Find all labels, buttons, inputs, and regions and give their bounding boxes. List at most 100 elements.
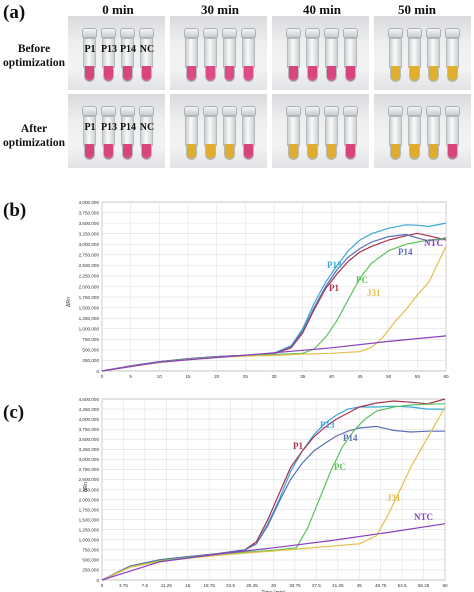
series-label-j31: J31 xyxy=(387,493,401,503)
tube-body xyxy=(83,38,96,68)
y-tick-label: 2,000,000 xyxy=(79,284,100,289)
tube-liquid xyxy=(224,66,235,82)
series-label-p1: P1 xyxy=(293,441,303,451)
x-tick-label: 52.5 xyxy=(398,583,407,588)
series-label-ntc: NTC xyxy=(414,512,433,522)
y-tick-label: 1,750,000 xyxy=(79,295,100,300)
y-axis-title: ΔRn xyxy=(66,297,72,307)
x-tick-label: 48.75 xyxy=(375,583,387,588)
tube-cap xyxy=(305,106,320,116)
series-label-p13: P13 xyxy=(327,260,342,270)
y-tick-label: 2,750,000 xyxy=(79,253,100,258)
tube-cap xyxy=(407,106,422,116)
series-label-pc: PC xyxy=(334,462,346,472)
tube-cap xyxy=(445,28,460,38)
tube-cap xyxy=(101,28,116,38)
y-tick-label: 3,000,000 xyxy=(79,242,100,247)
tube-cap xyxy=(222,106,237,116)
tube-liquid xyxy=(288,66,299,82)
y-tick-label: 0 xyxy=(96,369,99,374)
panel-a-letter: (a) xyxy=(3,2,26,23)
x-tick-label: 45 xyxy=(357,374,363,378)
tube-liquid xyxy=(326,144,337,160)
tube-label: P13 xyxy=(100,122,118,133)
tube-cap xyxy=(426,28,441,38)
y-tick-label: 3,250,000 xyxy=(79,231,100,236)
tube-cap xyxy=(305,28,320,38)
tube-cap xyxy=(407,28,422,38)
y-tick-label: 1,750,000 xyxy=(79,507,100,512)
tube-cap xyxy=(286,28,301,38)
row-label-after: After optimization xyxy=(3,123,65,149)
tube-body xyxy=(446,116,459,146)
tube-liquid xyxy=(141,144,152,160)
y-tick-label: 2,000,000 xyxy=(79,497,100,502)
tube-liquid xyxy=(307,144,318,160)
time-label-0: 0 min xyxy=(102,2,134,17)
x-tick-label: 50 xyxy=(386,374,392,378)
tube-body xyxy=(344,38,357,68)
tube-liquid xyxy=(141,66,152,82)
series-label-p1: P1 xyxy=(329,283,339,293)
photo-after-3 xyxy=(374,94,471,168)
tube-liquid xyxy=(447,66,458,82)
y-tick-label: 3,000,000 xyxy=(79,457,100,462)
x-tick-label: 55 xyxy=(415,374,421,378)
tube-liquid xyxy=(345,66,356,82)
tube-liquid xyxy=(409,66,420,82)
series-label-p14: P14 xyxy=(398,247,413,257)
tube-body xyxy=(140,116,153,146)
tube-liquid xyxy=(428,144,439,160)
tube-cap xyxy=(203,106,218,116)
tube-cap xyxy=(203,28,218,38)
tube-cap xyxy=(222,28,237,38)
series-line-ntc xyxy=(101,523,446,581)
tube-liquid xyxy=(390,66,401,82)
x-tick-label: 35 xyxy=(300,374,306,378)
tube-body xyxy=(389,38,402,68)
tube-body xyxy=(408,116,421,146)
x-tick-label: 10 xyxy=(157,374,163,378)
tube-liquid xyxy=(224,144,235,160)
tube-label: P1 xyxy=(84,122,96,133)
tube-liquid xyxy=(288,144,299,160)
x-tick-label: 45 xyxy=(357,583,363,588)
tube-body xyxy=(140,38,153,68)
x-tick-label: 15 xyxy=(185,583,191,588)
tube-cap xyxy=(139,106,154,116)
x-tick-label: 15 xyxy=(185,374,191,378)
tube-cap xyxy=(324,28,339,38)
tube-cap xyxy=(286,106,301,116)
x-tick-label: 0 xyxy=(101,583,104,588)
tube-cap xyxy=(82,106,97,116)
tube-body xyxy=(427,116,440,146)
tube-body xyxy=(287,38,300,68)
y-tick-label: 2,500,000 xyxy=(79,263,100,268)
y-tick-label: 500,000 xyxy=(82,348,99,353)
tube-cap xyxy=(82,28,97,38)
y-tick-label: 3,750,000 xyxy=(79,210,100,215)
photo-before-1 xyxy=(170,16,267,90)
x-tick-label: 25 xyxy=(243,374,249,378)
y-tick-label: 1,500,000 xyxy=(79,305,100,310)
series-label-p14: P14 xyxy=(343,433,358,443)
tube-body xyxy=(446,38,459,68)
time-label-50: 50 min xyxy=(398,2,436,17)
tube-label: P14 xyxy=(119,122,137,133)
photo-after-2 xyxy=(272,94,369,168)
tube-liquid xyxy=(428,66,439,82)
tube-cap xyxy=(184,106,199,116)
tube-liquid xyxy=(84,144,95,160)
x-tick-label: 30 xyxy=(271,583,277,588)
x-tick-label: 60 xyxy=(442,583,448,588)
x-tick-label: 30 xyxy=(271,374,277,378)
y-tick-label: 4,250,000 xyxy=(79,407,100,412)
y-axis-title: ΔRn xyxy=(83,482,89,492)
tube-liquid xyxy=(205,66,216,82)
tube-cap xyxy=(343,28,358,38)
photo-after-0: P1 P13 P14 NC xyxy=(68,94,165,168)
x-tick-label: 5 xyxy=(129,374,132,378)
tube-liquid xyxy=(103,66,114,82)
chart-b: 0 250,000 500,000 750,000 1,000,000 1,250,000… xyxy=(66,200,449,378)
tube-liquid xyxy=(243,66,254,82)
